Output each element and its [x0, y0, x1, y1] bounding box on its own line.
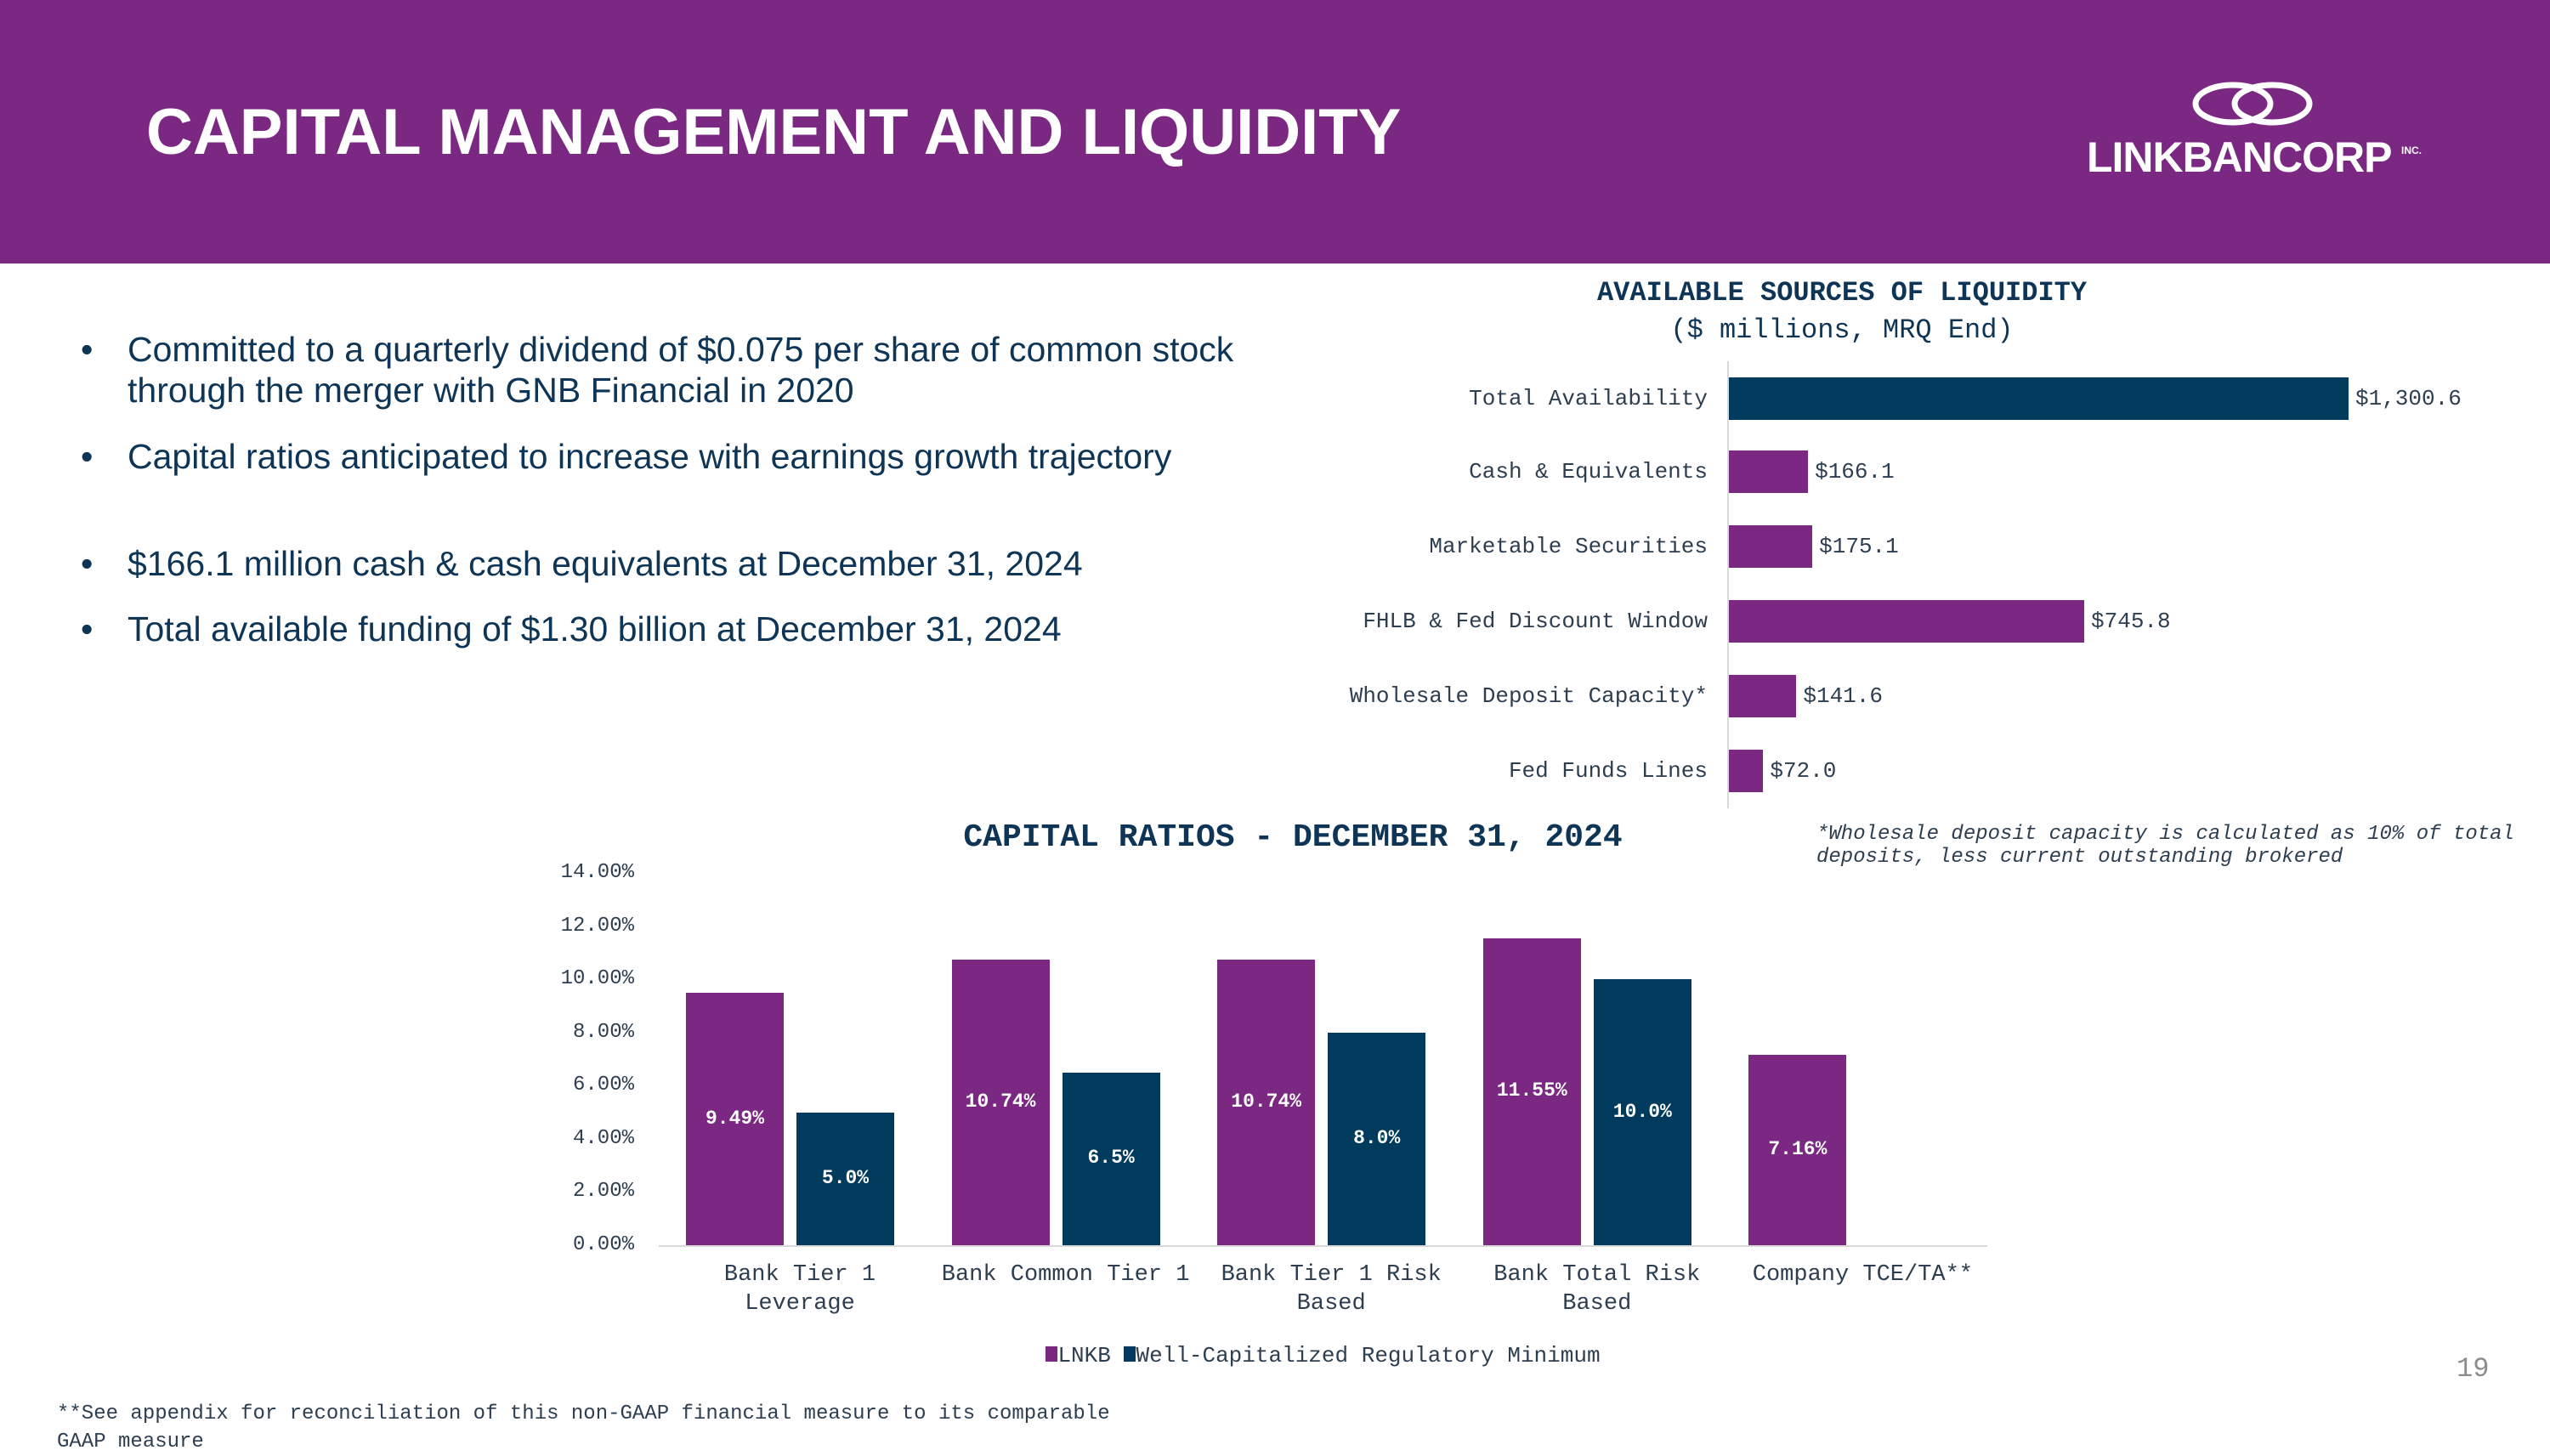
rings-logo-icon: [2192, 82, 2313, 126]
header-banner: [0, 0, 2550, 263]
linkbancorp-logo: LINKBANCORP INC.: [2087, 78, 2444, 184]
bar-category-label: Marketable Securities: [1429, 534, 1708, 559]
liquidity-chart-subtitle: ($ millions, MRQ End): [1670, 314, 2014, 346]
bar-value-label: 10.74%: [1231, 1090, 1302, 1113]
bar-value-label: $175.1: [1819, 534, 1899, 559]
logo-text: LINKBANCORP: [2087, 133, 2392, 181]
category-line: Bank Tier 1: [723, 1262, 876, 1288]
y-tick-label: 6.00%: [572, 1074, 634, 1097]
bar: [796, 1112, 894, 1245]
legend-label: LNKB: [1057, 1343, 1111, 1368]
bullet-text: $166.1 million cash & cash equivalents a…: [128, 544, 1083, 583]
page-number: 19: [2456, 1353, 2490, 1385]
bar: [686, 993, 784, 1245]
x-category-label: Bank Total Risk Based: [1465, 1261, 1730, 1318]
y-tick-label: 10.00%: [560, 967, 634, 991]
bar: [1729, 525, 1813, 568]
liquidity-chart-title: AVAILABLE SOURCES OF LIQUIDITY: [1596, 277, 2088, 309]
category-line: Bank Tier 1 Risk: [1221, 1262, 1442, 1288]
bar-value-label: 10.74%: [965, 1090, 1036, 1113]
category-line: Bank Common Tier 1: [941, 1262, 1190, 1288]
bar: [1593, 979, 1692, 1245]
y-tick-label: 12.00%: [560, 914, 634, 938]
liquidity-footnote: *Wholesale deposit capacity is calculate…: [1816, 823, 2514, 869]
bar: [1729, 750, 1764, 792]
bar-value-label: 6.5%: [1087, 1147, 1135, 1170]
bar: [1729, 600, 2085, 643]
bullet-text: Committed to a quarterly dividend of $0.…: [128, 330, 1234, 410]
legend-label: Well-Capitalized Regulatory Minimum: [1136, 1343, 1601, 1368]
y-tick-label: 4.00%: [572, 1126, 634, 1150]
bar-value-label: 11.55%: [1496, 1079, 1567, 1102]
bar-category-label: Cash & Equivalents: [1469, 459, 1708, 484]
bar-value-label: 5.0%: [821, 1166, 870, 1189]
category-line: Bank Total Risk: [1493, 1262, 1701, 1288]
x-axis-line: [659, 1245, 1987, 1247]
bar: [1062, 1072, 1160, 1245]
legend-well-capitalized: Well-Capitalized Regulatory Minimum: [1124, 1343, 1601, 1368]
bar-value-label: 9.49%: [705, 1107, 764, 1130]
y-tick-label: 8.00%: [572, 1020, 634, 1044]
bar-value-label: $745.8: [2091, 609, 2171, 634]
capital-chart-title: CAPITAL RATIOS - DECEMBER 31, 2024: [963, 819, 1623, 856]
legend-lnkb: LNKB: [1046, 1343, 1111, 1368]
x-category-label: Bank Tier 1 Leverage: [667, 1261, 932, 1318]
bullet-icon: •: [81, 330, 94, 369]
bar-value-label: $141.6: [1803, 683, 1883, 709]
category-line: Company TCE/TA**: [1752, 1262, 1974, 1288]
bar-category-label: Wholesale Deposit Capacity*: [1349, 683, 1708, 709]
bar-value-label: $166.1: [1815, 459, 1895, 484]
bar: [1482, 938, 1581, 1245]
bullet-text: Capital ratios anticipated to increase w…: [128, 437, 1172, 476]
y-tick-label: 14.00%: [560, 861, 634, 884]
bar-value-label: $72.0: [1770, 758, 1837, 784]
x-category-label: Company TCE/TA**: [1730, 1261, 1995, 1289]
x-category-label: Bank Tier 1 Risk Based: [1198, 1261, 1464, 1318]
bullet-text: Total available funding of $1.30 billion…: [128, 609, 1062, 649]
page-title: CAPITAL MANAGEMENT AND LIQUIDITY: [146, 96, 1402, 168]
bar: [1328, 1032, 1426, 1245]
y-axis-line: [1727, 361, 1729, 808]
bar-value-label: 7.16%: [1768, 1137, 1828, 1160]
bar-value-label: 10.0%: [1612, 1100, 1672, 1123]
legend-swatch-icon: [1046, 1346, 1058, 1362]
bar-category-label: Fed Funds Lines: [1508, 758, 1708, 784]
bar: [951, 959, 1050, 1245]
y-tick-label: 2.00%: [572, 1180, 634, 1204]
bar-category-label: FHLB & Fed Discount Window: [1363, 609, 1708, 634]
bar: [1729, 377, 2349, 420]
bar-value-label: 8.0%: [1353, 1126, 1401, 1149]
category-line: Based: [1296, 1291, 1366, 1317]
bar-category-label: Total Availability: [1469, 386, 1708, 411]
category-line: Leverage: [745, 1291, 855, 1317]
bar: [1729, 675, 1797, 717]
bar: [1729, 450, 1809, 493]
logo-suffix: INC.: [2401, 144, 2422, 156]
category-line: Based: [1562, 1291, 1632, 1317]
x-category-label: Bank Common Tier 1: [933, 1261, 1198, 1289]
legend-swatch-icon: [1124, 1346, 1136, 1362]
chart-legend: LNKB Well-Capitalized Regulatory Minimum: [659, 1343, 1987, 1368]
bar-value-label: $1,300.6: [2355, 386, 2462, 411]
bar: [1217, 959, 1316, 1245]
y-tick-label: 0.00%: [572, 1233, 634, 1256]
bullet-icon: •: [81, 437, 94, 476]
bar: [1748, 1054, 1847, 1245]
footer-note: **See appendix for reconciliation of thi…: [57, 1402, 1110, 1453]
bullet-icon: •: [81, 544, 94, 583]
bullet-icon: •: [81, 609, 94, 649]
